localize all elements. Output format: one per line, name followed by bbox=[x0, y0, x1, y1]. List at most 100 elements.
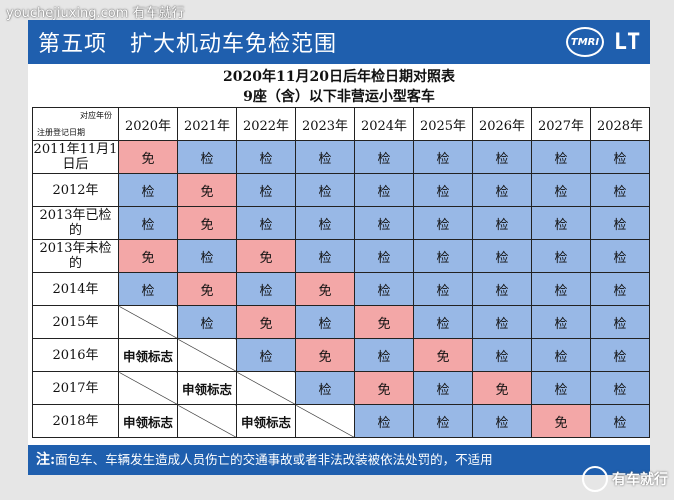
inspect-cell: 检 bbox=[413, 371, 473, 405]
inspect-cell: 检 bbox=[295, 371, 355, 405]
inspect-cell: 检 bbox=[531, 173, 591, 207]
slide-header: 第五项 扩大机动车免检范围 TMRI LT bbox=[28, 20, 650, 64]
year-header: 2027年 bbox=[531, 107, 591, 141]
inspect-cell: 检 bbox=[354, 206, 414, 240]
blank-diagonal-cell bbox=[118, 305, 178, 339]
apply-sticker-label: 申领标志 bbox=[122, 414, 173, 430]
inspect-cell: 检 bbox=[236, 140, 296, 174]
exempt-cell: 免 bbox=[295, 272, 355, 306]
blank-diagonal-cell bbox=[118, 371, 178, 405]
inspect-cell: 检 bbox=[413, 206, 473, 240]
corner-bottom-label: 注册登记日期 bbox=[37, 128, 85, 137]
apply-sticker-label: 申领标志 bbox=[122, 348, 173, 364]
apply-sticker-cell: 申领标志 bbox=[177, 371, 237, 405]
blank-diagonal-cell bbox=[295, 404, 355, 438]
inspect-cell: 检 bbox=[118, 272, 178, 306]
footnote: 注:面包车、车辆发生造成人员伤亡的交通事故或者非法改装被依法处罚的，不适用 bbox=[28, 445, 650, 475]
table-row: 2012年检免检检检检检检检 bbox=[32, 173, 650, 207]
watermark-top: youchejiuxing.com 有车就行 bbox=[6, 6, 185, 21]
inspect-cell: 检 bbox=[236, 173, 296, 207]
exempt-cell: 免 bbox=[118, 239, 178, 273]
inspect-cell: 检 bbox=[531, 140, 591, 174]
footnote-text: 面包车、车辆发生造成人员伤亡的交通事故或者非法改装被依法处罚的，不适用 bbox=[55, 452, 493, 467]
inspect-cell: 检 bbox=[590, 272, 650, 306]
inspect-cell: 检 bbox=[590, 140, 650, 174]
exempt-cell: 免 bbox=[118, 140, 178, 174]
apply-sticker-cell: 申领标志 bbox=[118, 338, 178, 372]
slide: 第五项 扩大机动车免检范围 TMRI LT 2020年11月20日后年检日期对照… bbox=[28, 20, 650, 475]
inspect-cell: 检 bbox=[236, 206, 296, 240]
inspect-cell: 检 bbox=[531, 371, 591, 405]
inspect-cell: 检 bbox=[354, 338, 414, 372]
table-row: 2016年 申领标志检免检免检检检 bbox=[32, 338, 650, 372]
footnote-prefix: 注: bbox=[36, 452, 56, 468]
slide-title: 第五项 扩大机动车免检范围 bbox=[38, 32, 338, 57]
inspect-cell: 检 bbox=[472, 206, 532, 240]
inspect-cell: 检 bbox=[295, 140, 355, 174]
table-row: 2017年 申领标志检免检免检检 bbox=[32, 371, 650, 405]
inspect-cell: 检 bbox=[590, 305, 650, 339]
apply-sticker-label: 申领标志 bbox=[181, 381, 232, 397]
exempt-cell: 免 bbox=[413, 338, 473, 372]
exempt-cell: 免 bbox=[236, 239, 296, 273]
blank-diagonal-cell bbox=[177, 404, 237, 438]
row-label: 2012年 bbox=[32, 173, 119, 207]
inspect-cell: 检 bbox=[472, 140, 532, 174]
exempt-cell: 免 bbox=[177, 173, 237, 207]
inspect-cell: 检 bbox=[413, 404, 473, 438]
inspect-cell: 检 bbox=[295, 173, 355, 207]
inspect-cell: 检 bbox=[413, 305, 473, 339]
inspect-cell: 检 bbox=[354, 239, 414, 273]
inspect-cell: 检 bbox=[413, 239, 473, 273]
inspect-cell: 检 bbox=[472, 272, 532, 306]
inspect-cell: 检 bbox=[354, 140, 414, 174]
lt-logo: LT bbox=[613, 29, 641, 55]
tmri-logo: TMRI bbox=[566, 27, 604, 57]
inspect-cell: 检 bbox=[590, 371, 650, 405]
inspect-cell: 检 bbox=[590, 404, 650, 438]
year-header: 2020年 bbox=[118, 107, 178, 141]
inspect-cell: 检 bbox=[236, 272, 296, 306]
exempt-cell: 免 bbox=[531, 404, 591, 438]
exempt-cell: 免 bbox=[177, 272, 237, 306]
corner-top-label: 对应年份 bbox=[80, 111, 112, 120]
row-label: 2013年已检的 bbox=[32, 206, 119, 240]
exempt-cell: 免 bbox=[354, 305, 414, 339]
inspect-cell: 检 bbox=[354, 272, 414, 306]
blank-diagonal-cell bbox=[177, 338, 237, 372]
inspect-cell: 检 bbox=[590, 239, 650, 273]
year-header: 2025年 bbox=[413, 107, 473, 141]
inspect-cell: 检 bbox=[472, 404, 532, 438]
table-header-row: 对应年份 注册登记日期 2020年 2021年 2022年 2023年 2024年 2025年… bbox=[32, 107, 650, 141]
inspect-cell: 检 bbox=[177, 239, 237, 273]
apply-sticker-cell: 申领标志 bbox=[118, 404, 178, 438]
table-row: 2013年未检的免检免检检检检检检 bbox=[32, 239, 650, 273]
row-label: 2015年 bbox=[32, 305, 119, 339]
table-row: 2014年检免检免检检检检检 bbox=[32, 272, 650, 306]
exempt-cell: 免 bbox=[177, 206, 237, 240]
inspect-cell: 检 bbox=[472, 338, 532, 372]
inspection-table: 对应年份 注册登记日期 2020年 2021年 2022年 2023年 2024年 2025年… bbox=[32, 107, 650, 438]
apply-sticker-cell: 申领标志 bbox=[236, 404, 296, 438]
inspect-cell: 检 bbox=[295, 206, 355, 240]
inspect-cell: 检 bbox=[413, 272, 473, 306]
row-label: 2018年 bbox=[32, 404, 119, 438]
table-row: 2015年检免检免检检检检 bbox=[32, 305, 650, 339]
inspect-cell: 检 bbox=[472, 173, 532, 207]
row-label: 2017年 bbox=[32, 371, 119, 405]
table-corner-cell: 对应年份注册登记日期 bbox=[32, 107, 119, 141]
year-header: 2023年 bbox=[295, 107, 355, 141]
row-label: 2013年未检的 bbox=[32, 239, 119, 273]
watermark-bottom-text: 有车就行 bbox=[612, 472, 668, 488]
table-title: 2020年11月20日后年检日期对照表 bbox=[223, 69, 455, 85]
inspect-cell: 检 bbox=[118, 206, 178, 240]
inspect-cell: 检 bbox=[472, 239, 532, 273]
table-row: 2018年 申领标志 申领标志检检检免检 bbox=[32, 404, 650, 438]
inspect-cell: 检 bbox=[472, 305, 532, 339]
exempt-cell: 免 bbox=[354, 371, 414, 405]
inspect-cell: 检 bbox=[531, 338, 591, 372]
year-header: 2028年 bbox=[590, 107, 650, 141]
row-label: 2016年 bbox=[32, 338, 119, 372]
inspect-cell: 检 bbox=[413, 140, 473, 174]
year-header: 2022年 bbox=[236, 107, 296, 141]
